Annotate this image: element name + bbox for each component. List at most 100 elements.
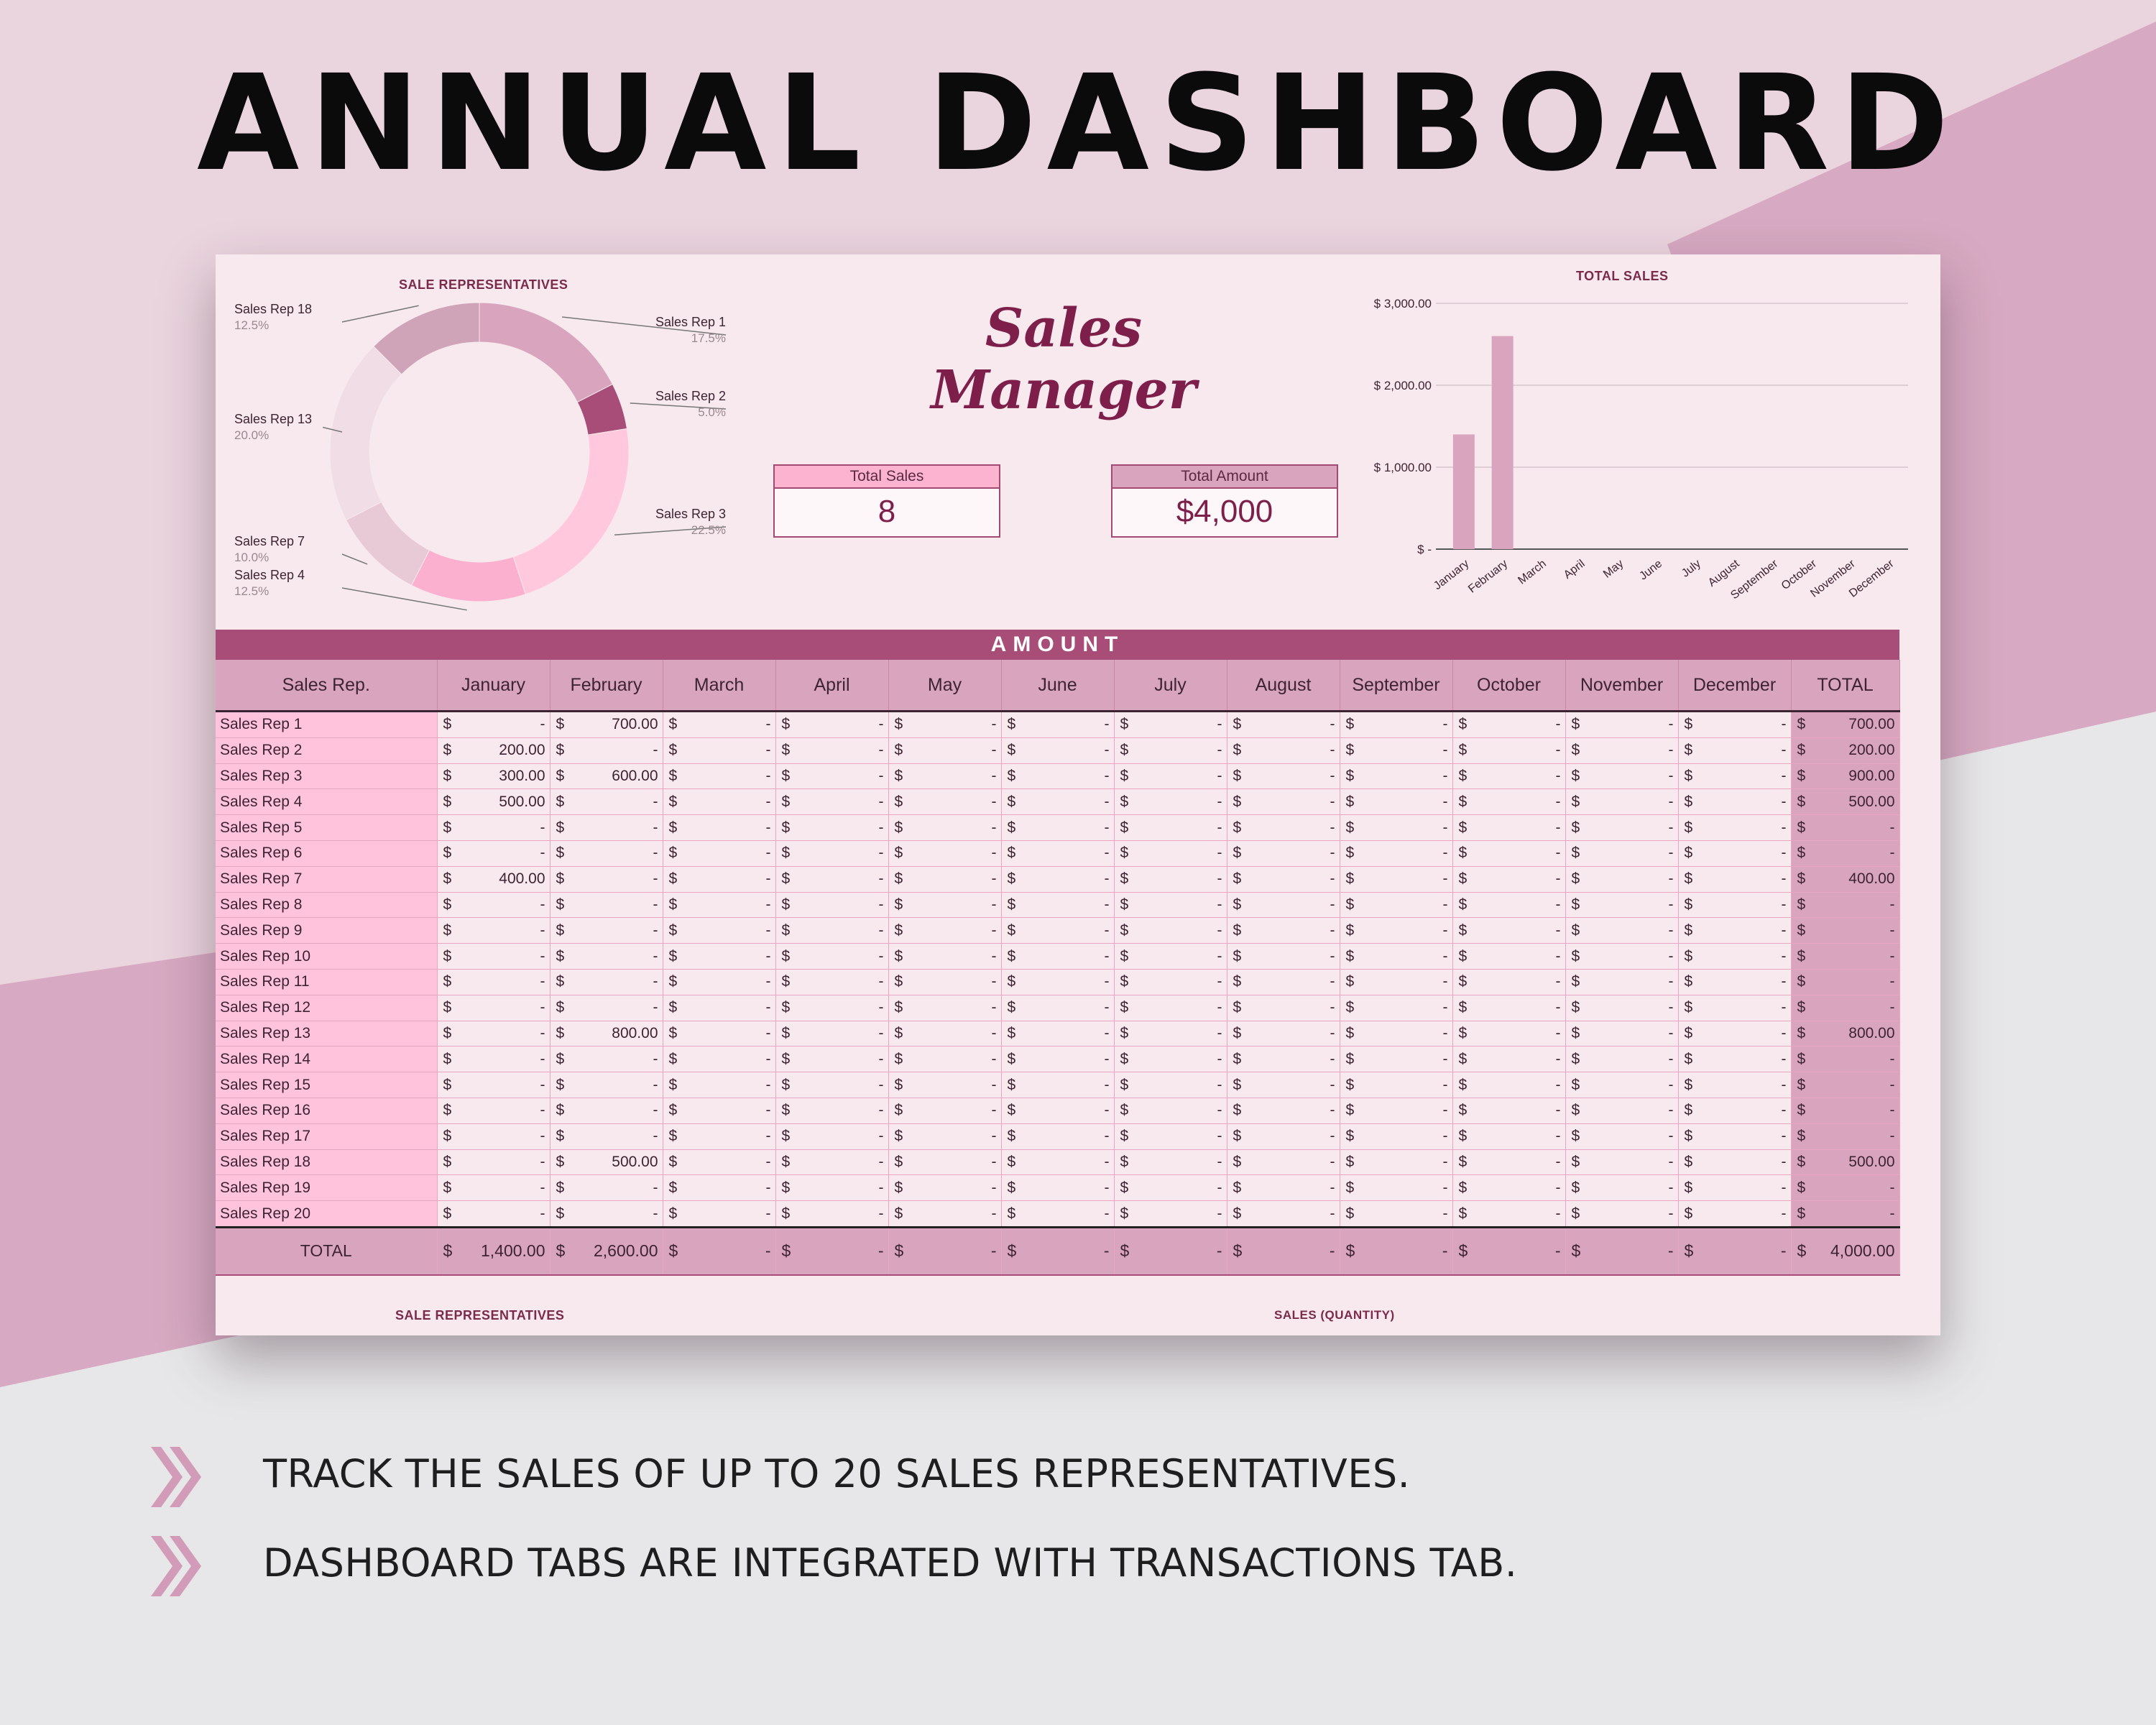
amount-cell[interactable]: $ - bbox=[775, 995, 889, 1021]
amount-cell[interactable]: $ - bbox=[1001, 763, 1115, 790]
amount-cell[interactable]: $ - bbox=[888, 763, 1002, 790]
amount-cell[interactable]: $900.00 bbox=[1791, 763, 1900, 790]
amount-cell[interactable]: $ - bbox=[550, 737, 663, 764]
amount-cell[interactable]: $ - bbox=[1565, 892, 1679, 919]
amount-cell[interactable]: $ - bbox=[1791, 892, 1900, 919]
amount-cell[interactable]: $ - bbox=[663, 1098, 776, 1124]
amount-cell[interactable]: $ - bbox=[1227, 1149, 1340, 1176]
amount-cell[interactable]: $ - bbox=[1565, 866, 1679, 893]
amount-cell[interactable]: $ - bbox=[1678, 711, 1792, 738]
amount-cell[interactable]: $ - bbox=[1452, 1225, 1566, 1276]
amount-cell[interactable]: $ - bbox=[1114, 737, 1227, 764]
amount-cell[interactable]: $ - bbox=[775, 1046, 889, 1073]
amount-cell[interactable]: $ - bbox=[888, 969, 1002, 995]
amount-cell[interactable]: $ - bbox=[1452, 969, 1566, 995]
amount-cell[interactable]: $700.00 bbox=[550, 711, 663, 738]
amount-cell[interactable]: $ - bbox=[888, 788, 1002, 816]
amount-cell[interactable]: $ - bbox=[1565, 1072, 1679, 1098]
amount-cell[interactable]: $ - bbox=[1452, 1021, 1566, 1047]
amount-cell[interactable]: $ - bbox=[437, 1072, 550, 1098]
amount-cell[interactable]: $ - bbox=[550, 917, 663, 944]
amount-cell[interactable]: $ - bbox=[775, 892, 889, 919]
amount-cell[interactable]: $ - bbox=[775, 1098, 889, 1124]
amount-cell[interactable]: $ - bbox=[437, 969, 550, 995]
amount-cell[interactable]: $ - bbox=[1114, 917, 1227, 944]
amount-cell[interactable]: $ - bbox=[775, 866, 889, 893]
amount-cell[interactable]: $ - bbox=[1114, 840, 1227, 867]
amount-cell[interactable]: $ - bbox=[663, 892, 776, 919]
amount-cell[interactable]: $ - bbox=[1452, 943, 1566, 970]
amount-cell[interactable]: $ - bbox=[1114, 814, 1227, 841]
amount-cell[interactable]: $ - bbox=[437, 1200, 550, 1228]
amount-cell[interactable]: $ - bbox=[1452, 866, 1566, 893]
amount-cell[interactable]: $ - bbox=[1452, 1098, 1566, 1124]
amount-cell[interactable]: $ - bbox=[663, 995, 776, 1021]
amount-cell[interactable]: $ - bbox=[1114, 1046, 1227, 1073]
amount-cell[interactable]: $ - bbox=[663, 866, 776, 893]
amount-cell[interactable]: $ - bbox=[550, 1174, 663, 1202]
amount-cell[interactable]: $ - bbox=[1565, 1225, 1679, 1276]
amount-cell[interactable]: $ - bbox=[1791, 1200, 1900, 1228]
amount-cell[interactable]: $ - bbox=[550, 943, 663, 970]
amount-cell[interactable]: $ - bbox=[1227, 763, 1340, 790]
amount-cell[interactable]: $ - bbox=[1565, 737, 1679, 764]
amount-cell[interactable]: $ - bbox=[437, 814, 550, 841]
amount-cell[interactable]: $ - bbox=[1678, 788, 1792, 816]
amount-cell[interactable]: $ - bbox=[1001, 969, 1115, 995]
amount-cell[interactable]: $ - bbox=[1340, 1046, 1453, 1073]
amount-cell[interactable]: $ - bbox=[1565, 788, 1679, 816]
amount-cell[interactable]: $ - bbox=[550, 1098, 663, 1124]
amount-cell[interactable]: $ - bbox=[888, 1123, 1002, 1150]
amount-cell[interactable]: $ - bbox=[1114, 788, 1227, 816]
amount-cell[interactable]: $ - bbox=[1340, 1225, 1453, 1276]
amount-cell[interactable]: $ - bbox=[1114, 1225, 1227, 1276]
amount-cell[interactable]: $ - bbox=[1001, 1123, 1115, 1150]
amount-cell[interactable]: $200.00 bbox=[1791, 737, 1900, 764]
amount-cell[interactable]: $ - bbox=[1227, 917, 1340, 944]
amount-cell[interactable]: $ - bbox=[1227, 788, 1340, 816]
amount-cell[interactable]: $ - bbox=[888, 917, 1002, 944]
amount-cell[interactable]: $ - bbox=[775, 840, 889, 867]
amount-cell[interactable]: $ - bbox=[1340, 1072, 1453, 1098]
amount-cell[interactable]: $ - bbox=[888, 892, 1002, 919]
amount-cell[interactable]: $ - bbox=[1452, 1174, 1566, 1202]
amount-cell[interactable]: $ - bbox=[1114, 1174, 1227, 1202]
amount-cell[interactable]: $ - bbox=[550, 840, 663, 867]
amount-cell[interactable]: $ - bbox=[1678, 1174, 1792, 1202]
amount-cell[interactable]: $ - bbox=[1001, 1021, 1115, 1047]
amount-cell[interactable]: $ - bbox=[1001, 866, 1115, 893]
amount-cell[interactable]: $ - bbox=[1340, 711, 1453, 738]
amount-cell[interactable]: $ - bbox=[1114, 1200, 1227, 1228]
amount-cell[interactable]: $ - bbox=[663, 763, 776, 790]
amount-cell[interactable]: $ - bbox=[437, 917, 550, 944]
amount-cell[interactable]: $ - bbox=[663, 917, 776, 944]
amount-cell[interactable]: $ - bbox=[1452, 917, 1566, 944]
amount-cell[interactable]: $ - bbox=[1678, 1149, 1792, 1176]
amount-cell[interactable]: $ - bbox=[1114, 892, 1227, 919]
amount-cell[interactable]: $ - bbox=[888, 1200, 1002, 1228]
amount-cell[interactable]: $ - bbox=[550, 1046, 663, 1073]
amount-cell[interactable]: $ - bbox=[437, 1098, 550, 1124]
amount-cell[interactable]: $ - bbox=[1227, 737, 1340, 764]
amount-cell[interactable]: $ - bbox=[775, 1123, 889, 1150]
amount-cell[interactable]: $ - bbox=[1001, 943, 1115, 970]
amount-cell[interactable]: $ - bbox=[1001, 1149, 1115, 1176]
amount-cell[interactable]: $ - bbox=[1340, 814, 1453, 841]
amount-cell[interactable]: $ - bbox=[775, 1149, 889, 1176]
amount-cell[interactable]: $ - bbox=[775, 737, 889, 764]
amount-cell[interactable]: $ - bbox=[888, 866, 1002, 893]
amount-cell[interactable]: $ - bbox=[1340, 763, 1453, 790]
amount-cell[interactable]: $ - bbox=[663, 788, 776, 816]
amount-cell[interactable]: $ - bbox=[1565, 814, 1679, 841]
amount-cell[interactable]: $ - bbox=[775, 1072, 889, 1098]
amount-cell[interactable]: $ - bbox=[550, 1072, 663, 1098]
amount-cell[interactable]: $ - bbox=[1565, 917, 1679, 944]
amount-cell[interactable]: $ - bbox=[1452, 1046, 1566, 1073]
amount-cell[interactable]: $ - bbox=[663, 1046, 776, 1073]
amount-cell[interactable]: $ - bbox=[1340, 840, 1453, 867]
amount-cell[interactable]: $ - bbox=[550, 995, 663, 1021]
amount-cell[interactable]: $ - bbox=[1565, 943, 1679, 970]
amount-cell[interactable]: $ - bbox=[888, 1021, 1002, 1047]
amount-cell[interactable]: $ - bbox=[1678, 892, 1792, 919]
amount-cell[interactable]: $ - bbox=[1227, 892, 1340, 919]
